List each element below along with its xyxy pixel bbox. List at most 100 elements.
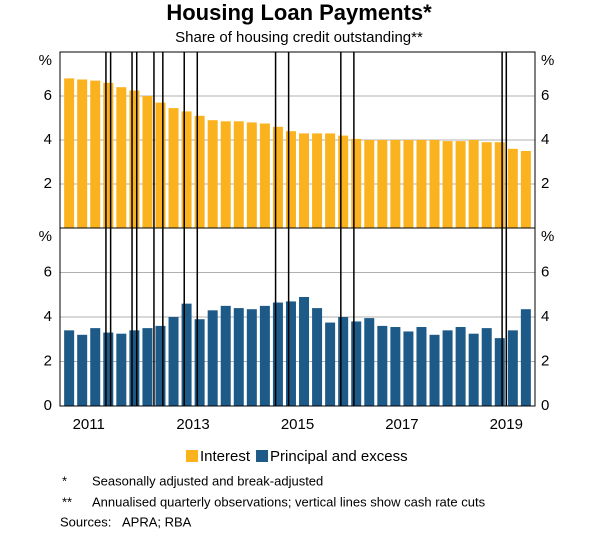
bar xyxy=(416,327,427,406)
y-tick-label: 4 xyxy=(44,308,52,325)
bar xyxy=(390,327,401,406)
bar xyxy=(520,151,531,228)
y-tick-label: 4 xyxy=(44,131,52,148)
bar xyxy=(207,120,218,228)
bar xyxy=(220,305,231,406)
bar xyxy=(181,111,192,228)
y-tick-label: 2 xyxy=(44,352,52,369)
bar xyxy=(312,308,323,406)
y-tick-label: 6 xyxy=(44,263,52,280)
bar xyxy=(285,131,296,228)
bar xyxy=(507,330,518,406)
bar xyxy=(129,330,140,406)
bar xyxy=(364,318,375,406)
bar xyxy=(377,325,388,406)
bar xyxy=(390,140,401,228)
y2-tick-label: 2 xyxy=(541,352,549,369)
sources-text: APRA; RBA xyxy=(122,514,192,529)
bar xyxy=(468,333,479,406)
bar xyxy=(77,334,88,406)
y2-tick-label: 4 xyxy=(541,131,549,148)
bar xyxy=(468,140,479,228)
bar xyxy=(403,331,414,406)
bar xyxy=(494,142,505,228)
bar xyxy=(481,328,492,406)
bar xyxy=(77,79,88,228)
bar xyxy=(364,140,375,228)
bar xyxy=(272,126,283,228)
x-tick-label: 2015 xyxy=(281,416,314,433)
bar xyxy=(351,321,362,406)
y2-tick-label: 4 xyxy=(541,308,549,325)
panel-frame xyxy=(59,227,536,407)
bar xyxy=(90,328,101,406)
bar xyxy=(246,122,257,228)
x-tick-label: 2011 xyxy=(73,416,105,433)
unit-label: % xyxy=(541,228,554,245)
legend-swatch xyxy=(256,450,269,462)
bar xyxy=(64,78,75,229)
unit-label: % xyxy=(39,52,52,69)
bar xyxy=(403,140,414,228)
y2-tick-label: 6 xyxy=(541,87,549,104)
bar xyxy=(429,334,440,406)
bar xyxy=(455,141,466,228)
bar xyxy=(155,325,166,406)
bar xyxy=(377,140,388,228)
bar xyxy=(116,87,127,228)
x-tick-label: 2019 xyxy=(490,416,523,433)
unit-label: % xyxy=(541,52,554,69)
bar xyxy=(103,82,114,228)
x-tick-label: 2013 xyxy=(176,416,209,433)
y2-tick-label: 6 xyxy=(541,263,549,280)
y2-tick-label: 0 xyxy=(541,397,549,414)
bar xyxy=(155,102,166,228)
bar xyxy=(299,296,310,406)
note-text: Seasonally adjusted and break-adjusted xyxy=(92,473,323,488)
bar xyxy=(481,142,492,228)
y-tick-label: 0 xyxy=(44,397,52,414)
note-mark: * xyxy=(62,473,67,488)
bar xyxy=(168,108,179,228)
bar xyxy=(142,328,153,406)
bar xyxy=(207,310,218,406)
chart-title: Housing Loan Payments* xyxy=(166,0,432,25)
bar xyxy=(429,140,440,228)
bar xyxy=(116,333,127,406)
bar xyxy=(64,330,75,406)
note-mark: ** xyxy=(62,494,72,509)
bar xyxy=(129,90,140,228)
x-tick-label: 2017 xyxy=(385,416,418,433)
bar xyxy=(220,121,231,228)
bar xyxy=(494,338,505,406)
bar xyxy=(259,305,270,406)
bar xyxy=(442,141,453,228)
unit-label: % xyxy=(39,228,52,245)
bar xyxy=(233,121,244,228)
bar xyxy=(325,322,336,406)
legend-swatch xyxy=(186,450,198,462)
bar xyxy=(325,133,336,228)
bar xyxy=(520,309,531,406)
bar xyxy=(168,317,179,406)
bar xyxy=(259,123,270,228)
bar xyxy=(299,133,310,228)
legend-label: Interest xyxy=(200,448,251,465)
y-tick-label: 6 xyxy=(44,87,52,104)
bar xyxy=(194,319,205,406)
bar xyxy=(246,309,257,406)
bar xyxy=(455,327,466,406)
note-text: Annualised quarterly observations; verti… xyxy=(92,494,486,509)
legend-label: Principal and excess xyxy=(270,448,408,465)
bar xyxy=(103,332,114,406)
bar xyxy=(416,140,427,228)
bar xyxy=(507,148,518,228)
chart-subtitle: Share of housing credit outstanding** xyxy=(175,29,423,46)
bar xyxy=(142,96,153,228)
bar xyxy=(312,133,323,228)
bar xyxy=(285,301,296,406)
y2-tick-label: 2 xyxy=(541,175,549,192)
bar xyxy=(90,80,101,228)
bar xyxy=(338,135,349,228)
